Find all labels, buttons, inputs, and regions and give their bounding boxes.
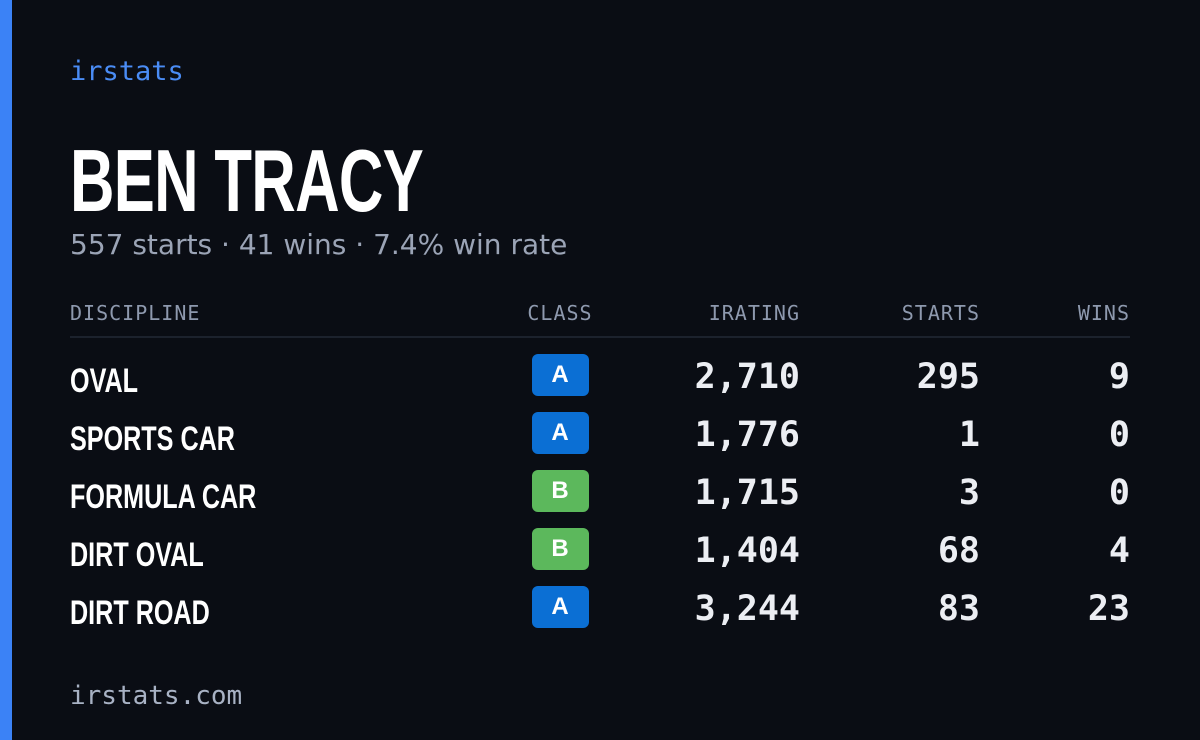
stat-value: 1,776 <box>694 415 800 455</box>
column-header: STARTS <box>901 301 980 325</box>
stat-value: 1,404 <box>694 531 800 571</box>
stat-value: 295 <box>916 357 980 397</box>
class-badge: B <box>531 470 589 512</box>
discipline-name: DIRT OVAL <box>70 536 204 574</box>
stat-value: 68 <box>937 531 980 571</box>
column-header: WINS <box>1077 301 1130 325</box>
stat-value: 3 <box>958 473 980 513</box>
stat-value: 1,715 <box>694 473 800 513</box>
stat-value: 23 <box>1087 589 1130 629</box>
column-header: DISCIPLINE <box>70 301 201 325</box>
accent-stripe <box>0 0 12 740</box>
class-badge: A <box>531 412 589 454</box>
header-rule <box>70 336 1130 338</box>
column-header: CLASS <box>527 301 593 325</box>
driver-name: BEN TRACY <box>70 131 424 230</box>
stat-value: 9 <box>1108 357 1130 397</box>
discipline-name: DIRT ROAD <box>70 594 210 632</box>
brand: irstats <box>70 56 184 87</box>
column-header: IRATING <box>708 301 800 325</box>
stat-value: 0 <box>1108 473 1130 513</box>
stat-value: 1 <box>958 415 980 455</box>
driver-summary: 557 starts · 41 wins · 7.4% win rate <box>70 228 568 261</box>
stat-value: 83 <box>937 589 980 629</box>
stat-value: 3,244 <box>694 589 800 629</box>
class-badge: A <box>531 586 589 628</box>
stat-value: 2,710 <box>694 357 800 397</box>
discipline-name: SPORTS CAR <box>70 420 235 458</box>
class-badge: A <box>531 354 589 396</box>
stat-value: 0 <box>1108 415 1130 455</box>
footer-link: irstats.com <box>70 681 243 711</box>
stat-value: 4 <box>1108 531 1130 571</box>
discipline-name: FORMULA CAR <box>70 478 257 516</box>
discipline-name: OVAL <box>70 362 139 400</box>
class-badge: B <box>531 528 589 570</box>
